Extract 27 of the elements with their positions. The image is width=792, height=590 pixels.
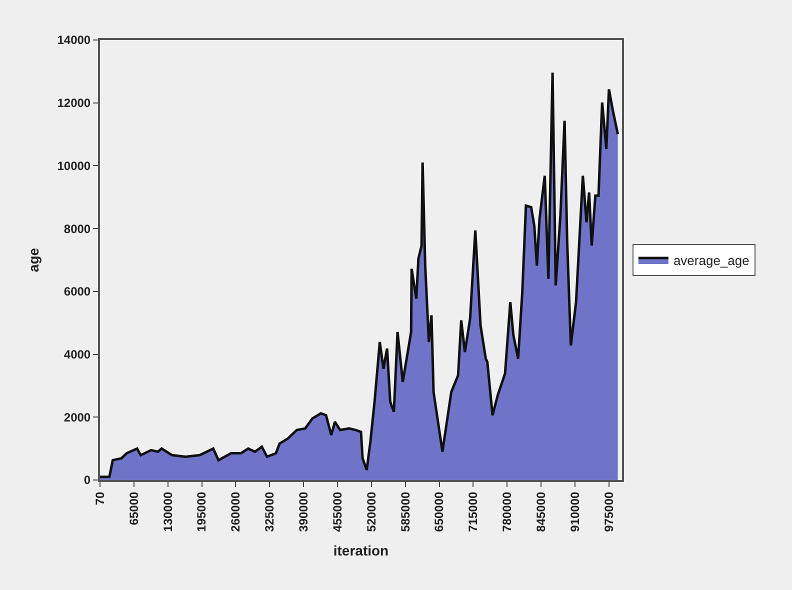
y-tick-label: 14000 <box>57 33 91 48</box>
x-tick-label: 70 <box>92 491 107 506</box>
x-tick-label: 910000 <box>568 491 582 532</box>
x-tick-label: 715000 <box>466 491 480 532</box>
y-tick-label: 4000 <box>64 347 91 362</box>
x-tick-label: 585000 <box>398 491 412 532</box>
y-tick-label: 8000 <box>64 222 91 236</box>
x-tick-label: 130000 <box>160 491 175 532</box>
x-tick-label: 780000 <box>500 491 514 532</box>
y-axis-title: age <box>25 248 42 272</box>
x-axis-title: iteration <box>333 542 389 559</box>
x-tick-label: 520000 <box>364 491 378 532</box>
x-tick-label: 195000 <box>194 491 209 532</box>
x-tick-label: 455000 <box>330 491 344 532</box>
y-tick-label: 10000 <box>57 158 91 173</box>
y-tick-label: 2000 <box>64 410 91 424</box>
legend-label: average_age <box>673 253 750 268</box>
x-tick-label: 975000 <box>602 491 616 532</box>
x-tick-label: 325000 <box>262 491 277 532</box>
x-tick-label: 260000 <box>228 491 243 532</box>
x-tick-label: 650000 <box>432 491 446 532</box>
x-tick-label: 65000 <box>126 491 141 526</box>
y-tick-label: 12000 <box>57 96 91 110</box>
y-tick-label: 0 <box>84 473 91 488</box>
x-tick-label: 845000 <box>534 491 548 532</box>
x-tick-label: 390000 <box>296 491 310 532</box>
y-tick-label: 6000 <box>64 284 91 299</box>
